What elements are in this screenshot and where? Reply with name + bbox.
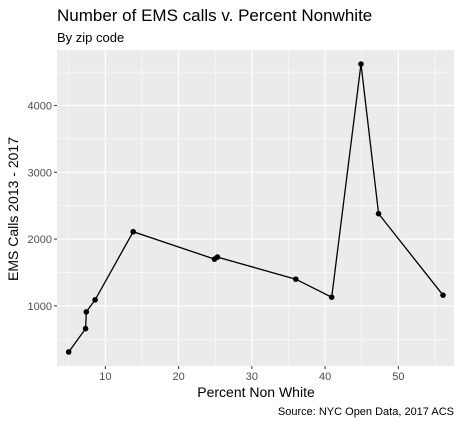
data-point — [92, 297, 98, 303]
plot-panel — [57, 50, 454, 366]
data-point — [328, 294, 335, 300]
chart-title: Number of EMS calls v. Percent Nonwhite — [57, 6, 372, 25]
data-point — [440, 292, 446, 298]
grid-major — [57, 50, 454, 366]
data-point — [375, 210, 382, 217]
y-tick-label: 3000 — [28, 167, 52, 179]
y-tick-label: 1000 — [28, 301, 52, 313]
data-points — [65, 61, 446, 355]
x-axis-ticks: 10 20 30 40 50 — [99, 366, 404, 383]
data-point — [130, 228, 136, 235]
chart-caption: Source: NYC Open Data, 2017 ACS — [278, 406, 454, 418]
grid-minor — [57, 50, 454, 366]
data-point — [65, 349, 72, 355]
y-tick-label: 2000 — [28, 234, 52, 246]
data-point — [214, 254, 221, 260]
x-axis-title: Percent Non White — [197, 384, 315, 400]
y-axis-ticks: 1000 2000 3000 4000 — [28, 100, 57, 313]
y-axis-title: EMS Calls 2013 - 2017 — [5, 137, 21, 281]
data-point — [358, 61, 364, 67]
data-point — [83, 309, 90, 315]
x-tick-label: 30 — [246, 371, 258, 383]
x-tick-label: 50 — [392, 371, 404, 383]
x-tick-label: 20 — [172, 371, 184, 383]
data-point — [82, 325, 89, 332]
y-tick-label: 4000 — [28, 100, 52, 112]
x-tick-label: 40 — [319, 371, 331, 383]
data-point — [292, 276, 299, 282]
x-tick-label: 10 — [99, 371, 111, 383]
chart-subtitle: By zip code — [57, 30, 124, 45]
